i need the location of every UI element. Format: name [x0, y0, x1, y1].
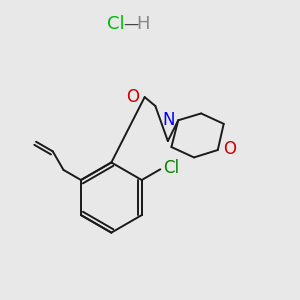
- Text: N: N: [163, 111, 175, 129]
- Text: Cl: Cl: [107, 15, 124, 33]
- Text: Cl: Cl: [163, 159, 179, 177]
- Text: O: O: [126, 88, 139, 106]
- Text: O: O: [223, 140, 236, 158]
- Text: H: H: [136, 15, 150, 33]
- Text: —: —: [123, 17, 139, 32]
